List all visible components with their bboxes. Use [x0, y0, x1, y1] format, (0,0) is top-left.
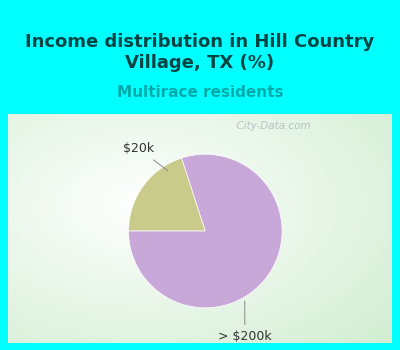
Text: Income distribution in Hill Country
Village, TX (%): Income distribution in Hill Country Vill…	[25, 33, 375, 72]
Text: City-Data.com: City-Data.com	[230, 121, 310, 131]
Text: > $200k: > $200k	[218, 301, 272, 343]
Wedge shape	[128, 154, 282, 308]
Text: $20k: $20k	[123, 142, 168, 171]
Text: Multirace residents: Multirace residents	[117, 85, 283, 99]
Wedge shape	[128, 158, 205, 231]
